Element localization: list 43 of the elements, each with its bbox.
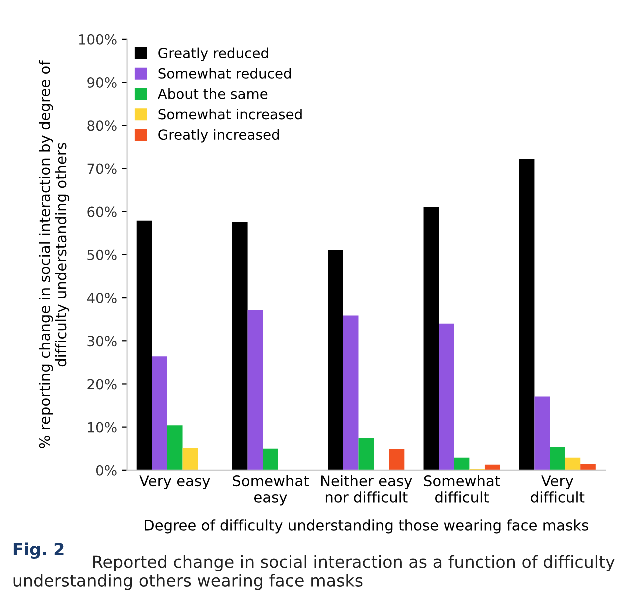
y-axis-title: % reporting change in social interaction by degree of difficulty understanding others (39, 60, 70, 448)
bar (136, 220, 152, 470)
x-tick-label: Neither easy nor difficult (322, 475, 412, 503)
bar (454, 458, 470, 470)
legend-label: Greatly increased (158, 129, 280, 143)
bar (248, 310, 264, 470)
bar (550, 447, 566, 470)
y-tick-label: 20% (88, 379, 117, 390)
x-tick-label: Somewhat difficult (424, 475, 500, 503)
legend-label: Greatly reduced (158, 48, 268, 62)
bar (580, 464, 596, 470)
x-tick-label: Very difficult (531, 476, 585, 503)
y-tick-label: 10% (88, 422, 117, 433)
bar (328, 250, 344, 470)
y-tick-label: 90% (88, 78, 117, 88)
x-axis-title: Degree of difficulty understanding those wearing face masks (145, 520, 588, 534)
bar (389, 449, 405, 470)
y-tick-label: 80% (88, 120, 117, 132)
y-tick-label: 0% (96, 465, 117, 476)
bar (565, 458, 581, 470)
y-tick-label: 30% (88, 336, 117, 347)
y-tick-label: 70% (88, 164, 117, 174)
y-tick-label: 40% (87, 293, 117, 304)
y-tick-label: 100% (79, 34, 117, 45)
x-tick-label: Somewhat easy (233, 475, 309, 506)
bar (152, 356, 168, 470)
x-tick-label: Very easy (140, 476, 210, 490)
legend-label: Somewhat reduced (158, 68, 292, 79)
bar (358, 438, 374, 470)
bar (182, 448, 198, 470)
y-tick-label: 60% (88, 206, 117, 218)
bar (534, 396, 550, 470)
bar (424, 208, 440, 470)
bar (519, 159, 535, 470)
bar (343, 316, 359, 470)
legend-label: About the same (158, 88, 268, 100)
bar (232, 222, 248, 470)
legend-label: Somewhat increased (158, 108, 302, 120)
bar (263, 448, 278, 470)
bar (439, 324, 454, 470)
y-tick-label: 50% (88, 250, 117, 260)
bar (167, 426, 183, 470)
bar (484, 464, 500, 470)
